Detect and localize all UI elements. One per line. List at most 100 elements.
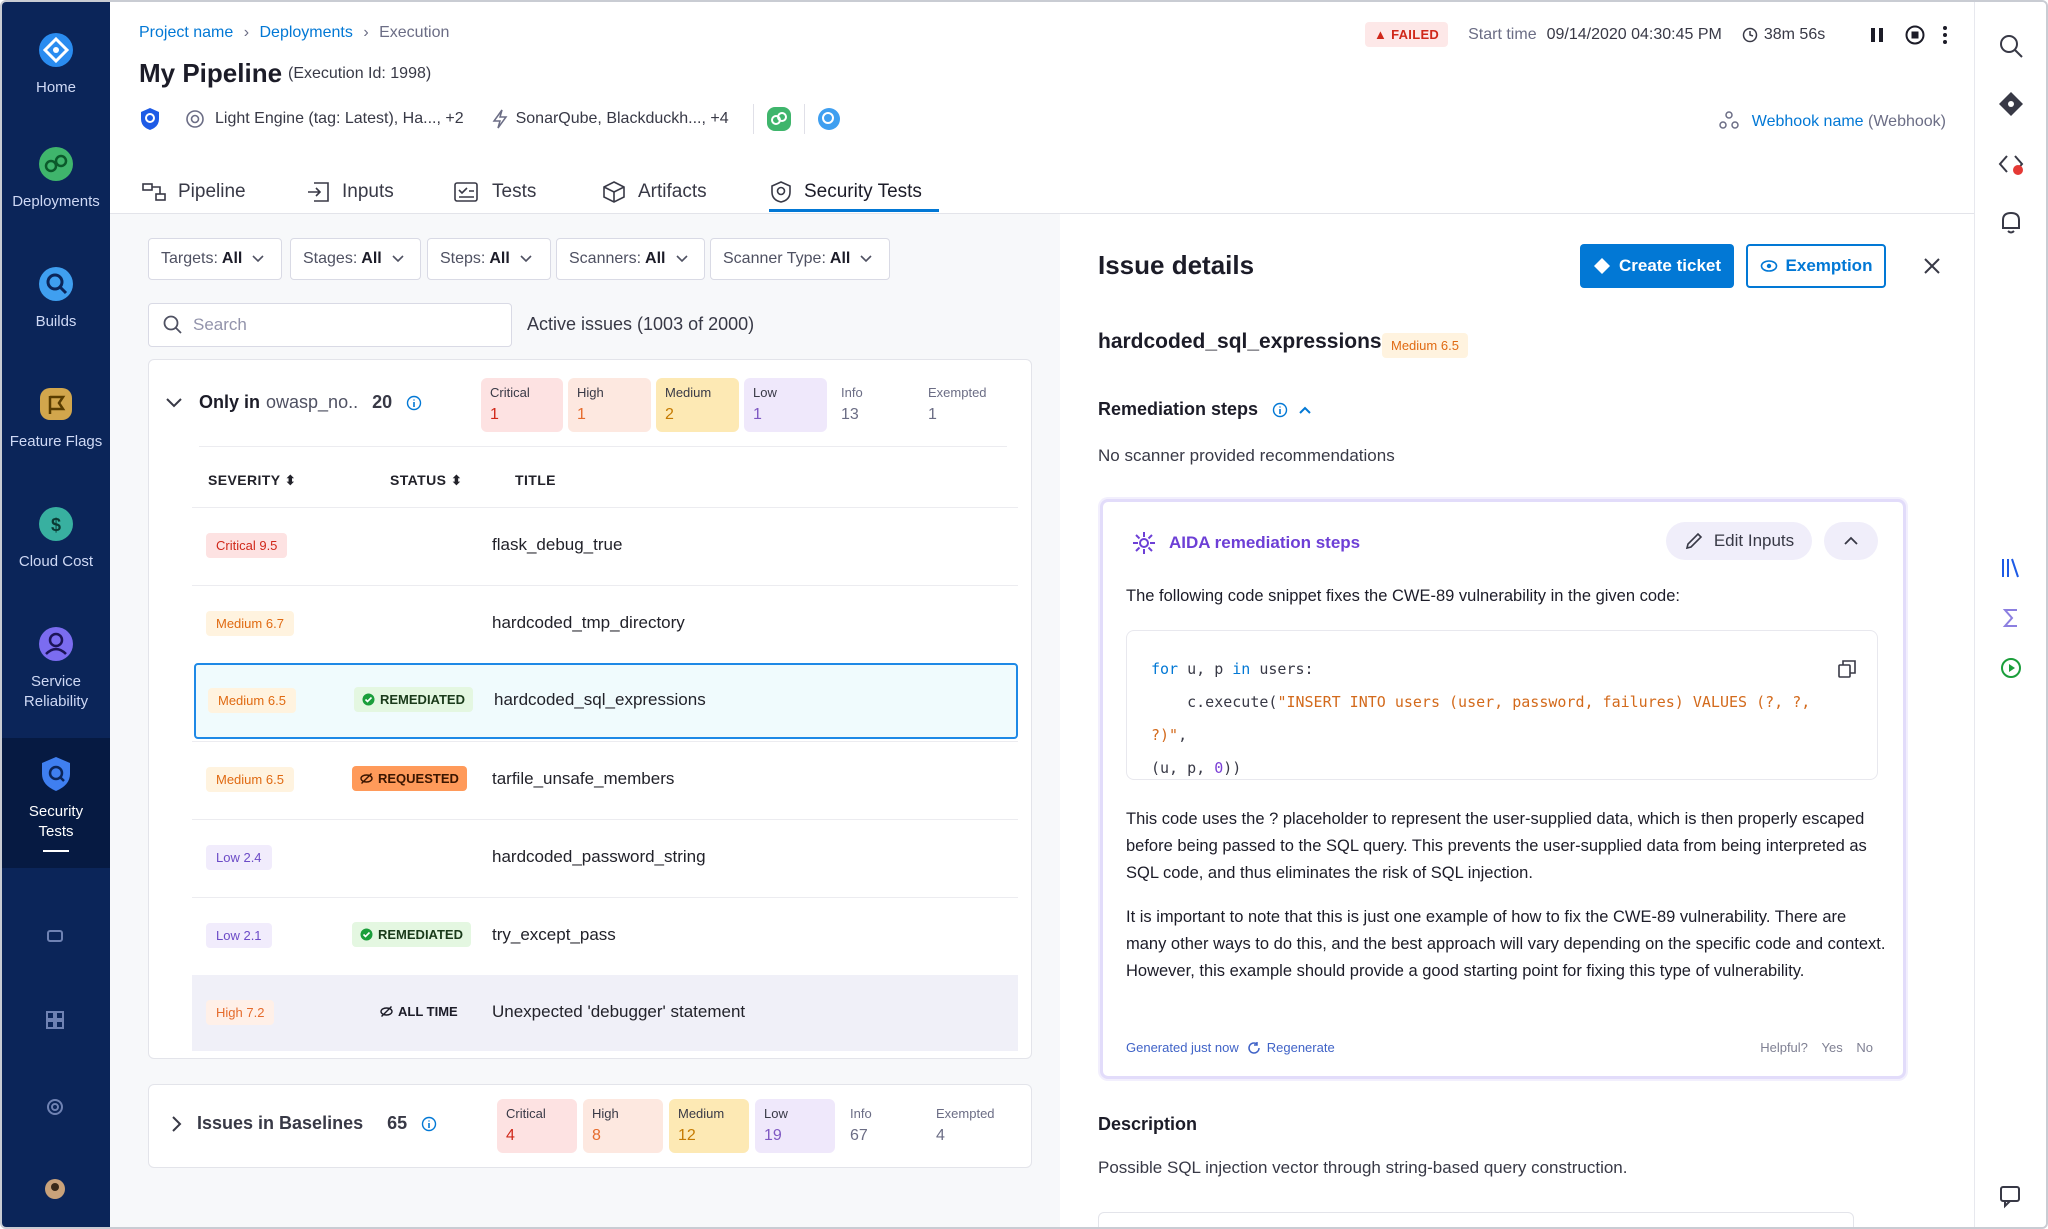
code-token: c.execute( — [1151, 693, 1278, 711]
code-error-icon[interactable] — [1997, 150, 2025, 178]
status-text: ALL TIME — [398, 1004, 458, 1019]
filter-label: Scanners: — [569, 250, 642, 267]
deployment-link-icon[interactable] — [766, 106, 792, 132]
generated-info: Generated just now Regenerate — [1126, 1040, 1335, 1055]
nav-item-service-reliability[interactable]: Service Reliability — [2, 624, 110, 712]
git-diamond-icon[interactable] — [1997, 90, 2025, 118]
tab-artifacts[interactable]: Artifacts — [602, 172, 707, 212]
group-header[interactable]: Only in owasp_no.. 20 — [165, 392, 422, 413]
tab-security-tests[interactable]: Security Tests — [770, 172, 922, 212]
nav-label: Builds — [35, 313, 77, 330]
stop-icon[interactable] — [1905, 25, 1925, 45]
ticket-diamond-icon — [1593, 258, 1610, 274]
nav-item-feature-flags[interactable]: Feature Flags — [2, 384, 110, 452]
copy-icon[interactable] — [1837, 659, 1857, 679]
pause-icon[interactable] — [1869, 26, 1885, 44]
nav-item-cloud-cost[interactable]: $ Cloud Cost — [2, 504, 110, 572]
filter-stages[interactable]: Stages: All — [290, 238, 421, 280]
filter-targets[interactable]: Targets: All — [148, 238, 282, 280]
info-icon[interactable] — [421, 1116, 437, 1132]
chevron-right-icon[interactable] — [171, 1115, 183, 1133]
svg-text:$: $ — [51, 515, 61, 535]
nav-item-builds[interactable]: Builds — [2, 264, 110, 332]
infrastructure-label[interactable]: Light Engine (tag: Latest), Ha..., +2 — [215, 110, 464, 127]
table-row[interactable]: High 7.2 ALL TIME Unexpected 'debugger' … — [192, 975, 1018, 1051]
count-exempted[interactable]: Exempted 1 — [919, 378, 999, 432]
status-badge: ALL TIME — [372, 999, 466, 1024]
play-circle-icon[interactable] — [1997, 654, 2025, 682]
build-link-icon[interactable] — [817, 107, 841, 131]
tab-tests[interactable]: Tests — [454, 172, 536, 212]
close-icon[interactable] — [1920, 254, 1944, 278]
collapse-aida-button[interactable] — [1824, 522, 1878, 560]
code-token: "INSERT INTO users (user, password, fail… — [1151, 693, 1811, 744]
count-exempted[interactable]: Exempted 4 — [927, 1099, 1007, 1153]
breadcrumb-project[interactable]: Project name — [139, 24, 234, 41]
table-row[interactable]: Critical 9.5 flask_debug_true — [192, 507, 1018, 583]
eye-off-icon — [380, 1006, 393, 1017]
page-title: My Pipeline — [139, 58, 283, 88]
feedback-yes[interactable]: Yes — [1821, 1040, 1843, 1055]
chat-support-icon[interactable] — [1997, 1182, 2025, 1210]
create-ticket-label: Create ticket — [1618, 256, 1722, 275]
feedback-no[interactable]: No — [1856, 1040, 1873, 1055]
filter-scanners[interactable]: Scanners: All — [556, 238, 705, 280]
scanners-label[interactable]: SonarQube, Blackduckh..., +4 — [515, 110, 729, 127]
count-high[interactable]: High 1 — [568, 378, 651, 432]
user-avatar-icon[interactable] — [40, 1174, 70, 1204]
search-icon[interactable] — [1997, 32, 2025, 60]
column-header-status[interactable]: STATUS ⬍ — [390, 472, 463, 489]
more-options-icon[interactable] — [1941, 25, 1949, 45]
table-row[interactable]: Medium 6.5 REQUESTED tarfile_unsafe_memb… — [192, 741, 1018, 817]
count-critical[interactable]: Critical 4 — [497, 1099, 577, 1153]
active-underline — [43, 850, 69, 852]
filter-steps[interactable]: Steps: All — [427, 238, 551, 280]
count-info[interactable]: Info 67 — [841, 1099, 921, 1153]
nav-item-deployments[interactable]: Deployments — [2, 144, 110, 212]
exemption-button[interactable]: Exemption — [1746, 244, 1886, 288]
count-low[interactable]: Low 1 — [744, 378, 827, 432]
table-row[interactable]: Medium 6.7 hardcoded_tmp_directory — [192, 585, 1018, 661]
chevron-up-icon[interactable] — [1298, 405, 1312, 415]
count-medium[interactable]: Medium 2 — [656, 378, 739, 432]
table-row-selected[interactable]: Medium 6.5 REMEDIATED hardcoded_sql_expr… — [194, 663, 1018, 739]
remediation-steps-header[interactable]: Remediation steps — [1098, 399, 1312, 420]
search-input[interactable]: Search — [148, 303, 512, 347]
group-header[interactable]: Issues in Baselines 65 — [171, 1113, 437, 1134]
sigma-icon[interactable] — [1997, 604, 2025, 632]
regenerate-link[interactable]: Regenerate — [1266, 1040, 1335, 1055]
chevron-down-icon[interactable] — [165, 397, 183, 409]
grid-icon[interactable] — [40, 1005, 70, 1035]
breadcrumb-separator: › — [243, 24, 250, 41]
tab-inputs[interactable]: Inputs — [306, 172, 394, 212]
count-info[interactable]: Info 13 — [832, 378, 912, 432]
webhook-trigger[interactable]: Webhook name (Webhook) — [1719, 110, 1946, 131]
nav-item-security-tests[interactable]: Security Tests — [2, 738, 110, 868]
pencil-icon — [1685, 532, 1702, 550]
breadcrumb-deployments[interactable]: Deployments — [259, 24, 353, 41]
column-label: STATUS — [390, 472, 447, 488]
bell-icon[interactable] — [1997, 208, 2025, 236]
info-icon[interactable] — [406, 395, 422, 411]
nav-item-home[interactable]: Home — [2, 30, 110, 98]
column-header-severity[interactable]: SEVERITY ⬍ — [208, 472, 297, 489]
filter-scanner-type[interactable]: Scanner Type: All — [710, 238, 890, 280]
count-high[interactable]: High 8 — [583, 1099, 663, 1153]
count-medium[interactable]: Medium 12 — [669, 1099, 749, 1153]
nav-label: Cloud Cost — [18, 553, 94, 570]
table-row[interactable]: Low 2.4 hardcoded_password_string — [192, 819, 1018, 895]
count-low[interactable]: Low 19 — [755, 1099, 835, 1153]
count-critical[interactable]: Critical 1 — [481, 378, 563, 432]
create-ticket-button[interactable]: Create ticket — [1580, 244, 1734, 288]
execution-status-bar: ▲ FAILED Start time 09/14/2020 04:30:45 … — [1365, 22, 1949, 47]
breadcrumb-current: Execution — [379, 24, 450, 41]
table-row[interactable]: Low 2.1 REMEDIATED try_except_pass — [192, 897, 1018, 973]
edit-inputs-button[interactable]: Edit Inputs — [1666, 522, 1812, 560]
pill-value: 19 — [764, 1127, 782, 1144]
tab-pipeline[interactable]: Pipeline — [142, 172, 246, 212]
library-icon[interactable] — [1997, 554, 2025, 582]
settings-gear-icon[interactable] — [40, 1092, 70, 1122]
info-icon[interactable] — [1272, 402, 1288, 418]
builds-icon — [39, 267, 73, 301]
chat-icon[interactable] — [40, 922, 70, 952]
